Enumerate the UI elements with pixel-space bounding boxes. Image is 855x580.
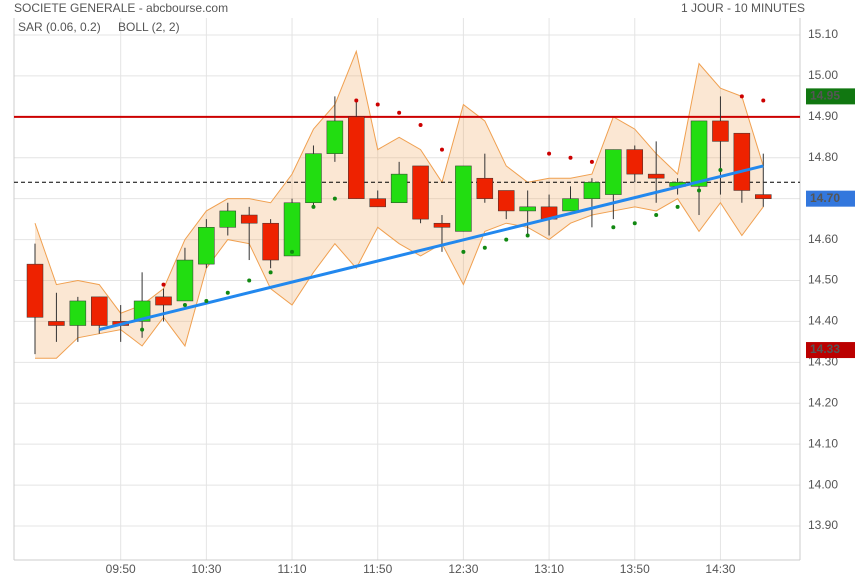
sar-dot	[482, 245, 487, 250]
candle-body	[390, 173, 408, 204]
candle-body	[305, 153, 322, 204]
sar-dot	[675, 204, 680, 209]
candle-body	[176, 259, 194, 302]
trendline	[98, 164, 764, 332]
sar-dot	[204, 298, 209, 303]
candle-body	[497, 190, 515, 212]
y-tick-label: 14.80	[808, 150, 838, 164]
candle-body	[412, 165, 429, 220]
sar-dot	[611, 225, 616, 230]
candle-body	[133, 300, 151, 322]
candle-body	[476, 177, 494, 199]
price-label: 14.33	[810, 342, 840, 356]
sar-dot	[354, 98, 359, 103]
y-tick-label: 15.10	[808, 27, 838, 41]
x-tick-label: 11:50	[363, 562, 392, 576]
x-tick-label: 14:30	[705, 562, 735, 576]
bollinger-area	[35, 51, 764, 359]
candle-body	[562, 198, 579, 212]
legend-label: SAR (0.06, 0.2)	[18, 20, 101, 34]
candle-body	[755, 194, 772, 199]
chart-subtitle: 1 JOUR - 10 MINUTES	[681, 1, 805, 15]
candle-body	[647, 173, 665, 179]
sar-dot	[225, 290, 230, 295]
candle-body	[712, 120, 729, 142]
y-tick-label: 15.00	[808, 68, 838, 82]
sar-dot	[654, 213, 659, 218]
sar-dot	[161, 282, 166, 287]
bollinger-upper	[34, 49, 764, 314]
sar-dot	[182, 303, 187, 308]
sar-dot	[697, 188, 702, 193]
candle-body	[91, 296, 108, 326]
sar-dot	[589, 159, 594, 164]
sar-dot	[397, 110, 402, 115]
candle-body	[455, 165, 472, 232]
sar-dot	[739, 94, 744, 99]
candle-body	[198, 227, 215, 265]
bollinger-lower	[35, 197, 764, 359]
x-tick-label: 11:10	[277, 562, 306, 576]
price-label: 14.70	[810, 191, 840, 205]
candle-body	[283, 202, 301, 257]
candle-body	[326, 120, 344, 154]
candle-body	[219, 210, 237, 228]
sar-dot	[632, 221, 637, 226]
x-tick-label: 13:10	[534, 562, 564, 576]
y-tick-label: 14.90	[808, 109, 838, 123]
candle-body	[433, 222, 451, 228]
sar-dot	[439, 147, 444, 152]
candle-body	[605, 149, 622, 195]
sar-dot	[504, 237, 509, 242]
sar-dot	[547, 151, 552, 156]
sar-dot	[140, 327, 145, 332]
sar-dot	[761, 98, 766, 103]
candle-body	[733, 132, 751, 191]
sar-dot	[375, 102, 380, 107]
y-tick-label: 14.10	[808, 436, 838, 450]
sar-dot	[418, 123, 423, 128]
price-label-box	[806, 88, 855, 105]
candle-body	[262, 222, 279, 261]
legend-label: BOLL (2, 2)	[118, 20, 180, 34]
y-tick-label: 14.60	[808, 232, 838, 246]
y-tick-label: 14.40	[808, 314, 838, 328]
candle-body	[626, 149, 644, 175]
price-label-box	[806, 342, 855, 359]
price-label-box	[806, 190, 855, 207]
candle-body	[690, 120, 708, 187]
x-tick-label: 12:30	[448, 562, 478, 576]
sar-dot	[525, 233, 530, 238]
sar-dot	[332, 196, 337, 201]
sar-dot	[290, 249, 295, 254]
candle-body	[240, 214, 258, 224]
chart-title: SOCIETE GENERALE - abcbourse.com	[14, 1, 228, 15]
sar-dot	[247, 278, 252, 283]
x-tick-label: 09:50	[106, 562, 136, 576]
candle-body	[155, 296, 172, 306]
candle-body	[519, 206, 536, 212]
sar-dot	[268, 270, 273, 275]
y-tick-label: 13.90	[808, 518, 838, 532]
y-tick-label: 14.20	[808, 395, 838, 409]
sar-dot	[461, 249, 466, 254]
candle-body	[369, 198, 386, 208]
sar-dot	[718, 168, 723, 173]
y-tick-label: 14.50	[808, 273, 838, 287]
candle-body	[348, 116, 365, 199]
x-tick-label: 10:30	[191, 562, 221, 576]
sar-dot	[311, 204, 316, 209]
x-tick-label: 13:50	[620, 562, 650, 576]
candle-body	[48, 321, 65, 326]
candle-body	[69, 300, 87, 326]
sar-dot	[568, 155, 573, 160]
candle-body	[26, 263, 44, 318]
price-label: 14.95	[810, 89, 840, 103]
y-tick-label: 14.00	[808, 477, 838, 491]
candle-body	[583, 182, 601, 199]
